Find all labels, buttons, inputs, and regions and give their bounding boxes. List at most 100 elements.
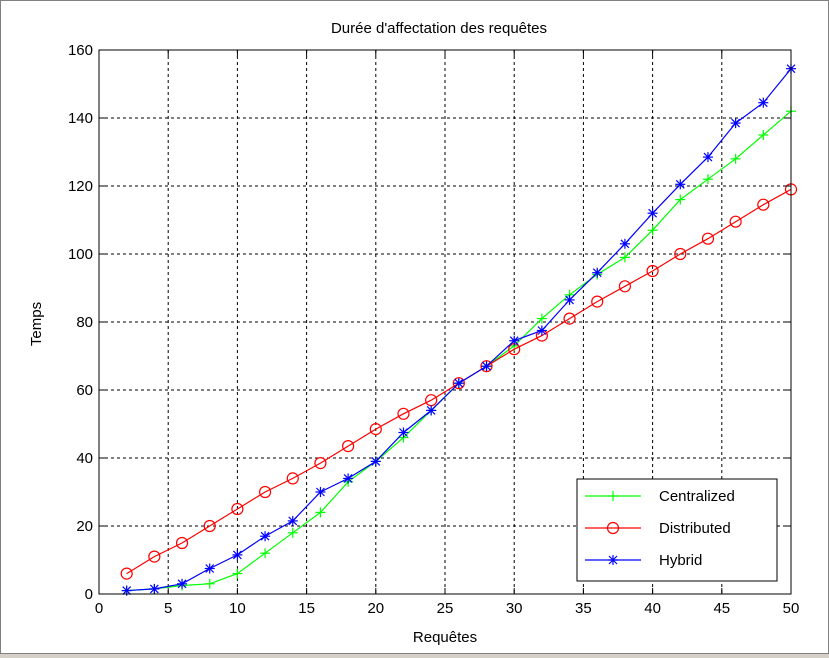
- star-marker-d2: [509, 336, 519, 346]
- y-tick-label: 80: [76, 314, 93, 331]
- data-point-centralized: [730, 153, 741, 164]
- y-tick-label: 120: [68, 178, 93, 195]
- chart-title: Durée d'affectation des requêtes: [331, 20, 547, 37]
- data-point-centralized: [758, 130, 769, 140]
- circle-marker-shape: [701, 232, 715, 245]
- data-point-hybrid: [509, 335, 520, 346]
- data-point-distributed: [203, 519, 216, 533]
- circle-marker-shape: [231, 502, 244, 516]
- data-point-hybrid: [730, 118, 741, 129]
- data-point-distributed: [452, 377, 465, 390]
- star-marker-d2: [426, 405, 436, 415]
- circle-marker-shape: [175, 536, 189, 550]
- data-point-hybrid: [426, 405, 437, 416]
- star-marker-d2: [675, 179, 685, 189]
- star-marker-d2: [703, 152, 713, 162]
- y-axis-label: Temps: [28, 302, 45, 346]
- circle-marker-shape: [606, 521, 620, 535]
- data-point-distributed: [646, 264, 659, 278]
- x-tick-label: 50: [783, 600, 800, 617]
- star-marker-d2: [482, 361, 491, 371]
- data-point-hybrid: [758, 97, 769, 108]
- data-point-centralized: [702, 174, 713, 185]
- circle-marker-shape: [618, 280, 632, 293]
- axis-ticks: 0 5 10 15 20 25 30 35 40 45 50 0 20 40 60 80 100 120 140 16…: [68, 42, 799, 617]
- data-point-centralized: [260, 548, 271, 559]
- circle-marker-shape: [342, 440, 355, 453]
- circle-marker-shape: [120, 567, 133, 580]
- data-point-centralized: [536, 313, 547, 324]
- circle-marker-shape: [314, 457, 327, 470]
- data-point-hybrid: [232, 549, 243, 560]
- data-point-centralized: [619, 252, 630, 263]
- star-marker-d2: [122, 586, 132, 596]
- data-point-distributed: [757, 198, 770, 211]
- data-point-hybrid: [702, 152, 713, 163]
- circle-marker-shape: [452, 377, 465, 390]
- data-point-centralized: [204, 578, 215, 589]
- data-point-distributed: [120, 567, 133, 580]
- series-hybrid: [121, 63, 796, 596]
- x-tick-label: 40: [644, 600, 661, 617]
- circle-marker-shape: [757, 198, 770, 211]
- y-tick-label: 0: [85, 586, 93, 603]
- x-tick-label: 20: [367, 600, 384, 617]
- circle-marker-shape: [480, 360, 493, 373]
- star-marker-d2: [288, 516, 298, 526]
- data-point-hybrid: [453, 378, 464, 389]
- y-tick-label: 100: [68, 246, 93, 263]
- x-tick-label: 10: [229, 600, 246, 617]
- star-marker-d2: [260, 531, 270, 541]
- star-marker-d2: [371, 456, 381, 466]
- legend-entry-hybrid: Hybrid: [585, 552, 702, 569]
- circle-marker-shape: [203, 519, 216, 533]
- data-point-hybrid: [675, 179, 686, 190]
- data-point-centralized: [675, 194, 686, 205]
- circle-marker-shape: [729, 215, 742, 228]
- data-point-distributed: [175, 536, 189, 550]
- legend-label-hybrid: Hybrid: [659, 552, 702, 569]
- data-point-hybrid: [398, 427, 409, 438]
- circle-marker-shape: [369, 423, 382, 436]
- star-marker-d2: [648, 208, 658, 218]
- data-point-centralized: [287, 527, 298, 538]
- data-point-centralized: [647, 225, 658, 236]
- data-point-distributed: [314, 457, 327, 470]
- star-marker-d2: [399, 428, 408, 437]
- data-point-centralized: [315, 507, 326, 518]
- legend-entry-distributed: Distributed: [585, 520, 731, 537]
- star-marker-d2: [537, 326, 547, 335]
- x-tick-label: 45: [713, 600, 730, 617]
- data-point-distributed: [701, 232, 715, 245]
- star-marker-d2: [608, 555, 618, 565]
- data-point-distributed: [286, 472, 299, 485]
- circle-marker-shape: [258, 485, 272, 499]
- circle-marker-shape: [591, 295, 604, 308]
- star-marker-d2: [149, 584, 159, 594]
- data-point-distributed: [480, 360, 493, 373]
- data-point-distributed: [258, 485, 272, 499]
- y-tick-label: 60: [76, 382, 93, 399]
- data-point-hybrid: [315, 487, 326, 497]
- data-point-distributed: [231, 502, 244, 516]
- star-marker-d2: [316, 487, 325, 497]
- data-point-hybrid: [481, 361, 492, 372]
- x-tick-label: 35: [575, 600, 592, 617]
- data-point-hybrid: [647, 208, 658, 219]
- legend-label-centralized: Centralized: [659, 488, 735, 505]
- star-marker-d2: [620, 239, 630, 249]
- data-point-centralized: [232, 568, 243, 579]
- data-point-hybrid: [619, 238, 630, 249]
- circle-marker-shape: [397, 407, 410, 420]
- data-point-hybrid: [204, 563, 215, 574]
- data-point-distributed: [563, 312, 576, 325]
- data-point-hybrid: [592, 267, 603, 278]
- circle-marker-shape: [674, 247, 687, 261]
- y-tick-label: 140: [68, 110, 93, 127]
- star-marker-d2: [177, 579, 187, 589]
- data-point-hybrid: [564, 294, 575, 305]
- x-axis-label: Requêtes: [413, 629, 477, 646]
- data-point-hybrid: [149, 583, 160, 594]
